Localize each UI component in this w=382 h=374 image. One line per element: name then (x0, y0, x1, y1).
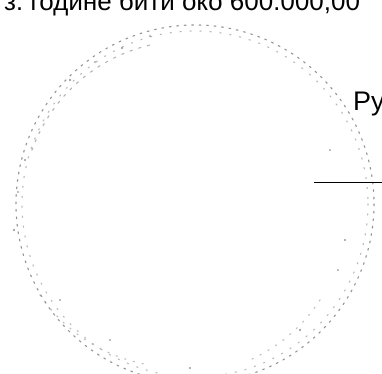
signature-line (314, 182, 382, 183)
document-fragment-text: Ру (353, 86, 382, 116)
document-top-line: з. године бити око 600.000,00 (4, 0, 360, 16)
